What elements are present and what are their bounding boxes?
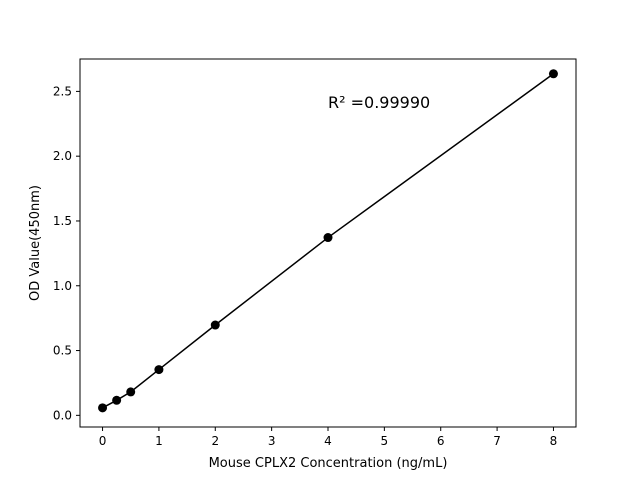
- data-point: [154, 365, 164, 375]
- y-axis-label: OD Value(450nm): [28, 185, 43, 301]
- y-tick-label: 1.5: [53, 214, 72, 228]
- data-point: [323, 233, 333, 243]
- y-tick-label: 0.5: [53, 344, 72, 358]
- y-tick-label: 1.0: [53, 279, 72, 293]
- x-tick-label: 6: [437, 434, 445, 448]
- x-tick-label: 4: [324, 434, 332, 448]
- x-axis-label: Mouse CPLX2 Concentration (ng/mL): [209, 456, 448, 471]
- y-tick-label: 2.5: [53, 84, 72, 98]
- x-tick-label: 0: [99, 434, 107, 448]
- x-tick-label: 2: [211, 434, 219, 448]
- plot-frame: [79, 58, 577, 428]
- y-axis: 0.0 0.5 1.0 1.5 2.0 2.5: [53, 84, 80, 422]
- data-points: [98, 69, 558, 413]
- r-squared-annotation: R² =0.99990: [328, 93, 430, 112]
- x-tick-label: 8: [550, 434, 558, 448]
- data-point: [548, 69, 558, 79]
- y-tick-label: 0.0: [53, 408, 72, 422]
- data-point: [210, 320, 220, 330]
- x-tick-label: 7: [493, 434, 501, 448]
- data-point: [98, 403, 108, 413]
- x-axis: 0 1 2 3 4 5 6 7 8: [99, 427, 558, 448]
- y-tick-label: 2.0: [53, 149, 72, 163]
- x-tick-label: 3: [268, 434, 276, 448]
- x-tick-label: 1: [155, 434, 163, 448]
- data-point: [112, 395, 122, 405]
- data-point: [126, 387, 136, 397]
- x-tick-label: 5: [381, 434, 389, 448]
